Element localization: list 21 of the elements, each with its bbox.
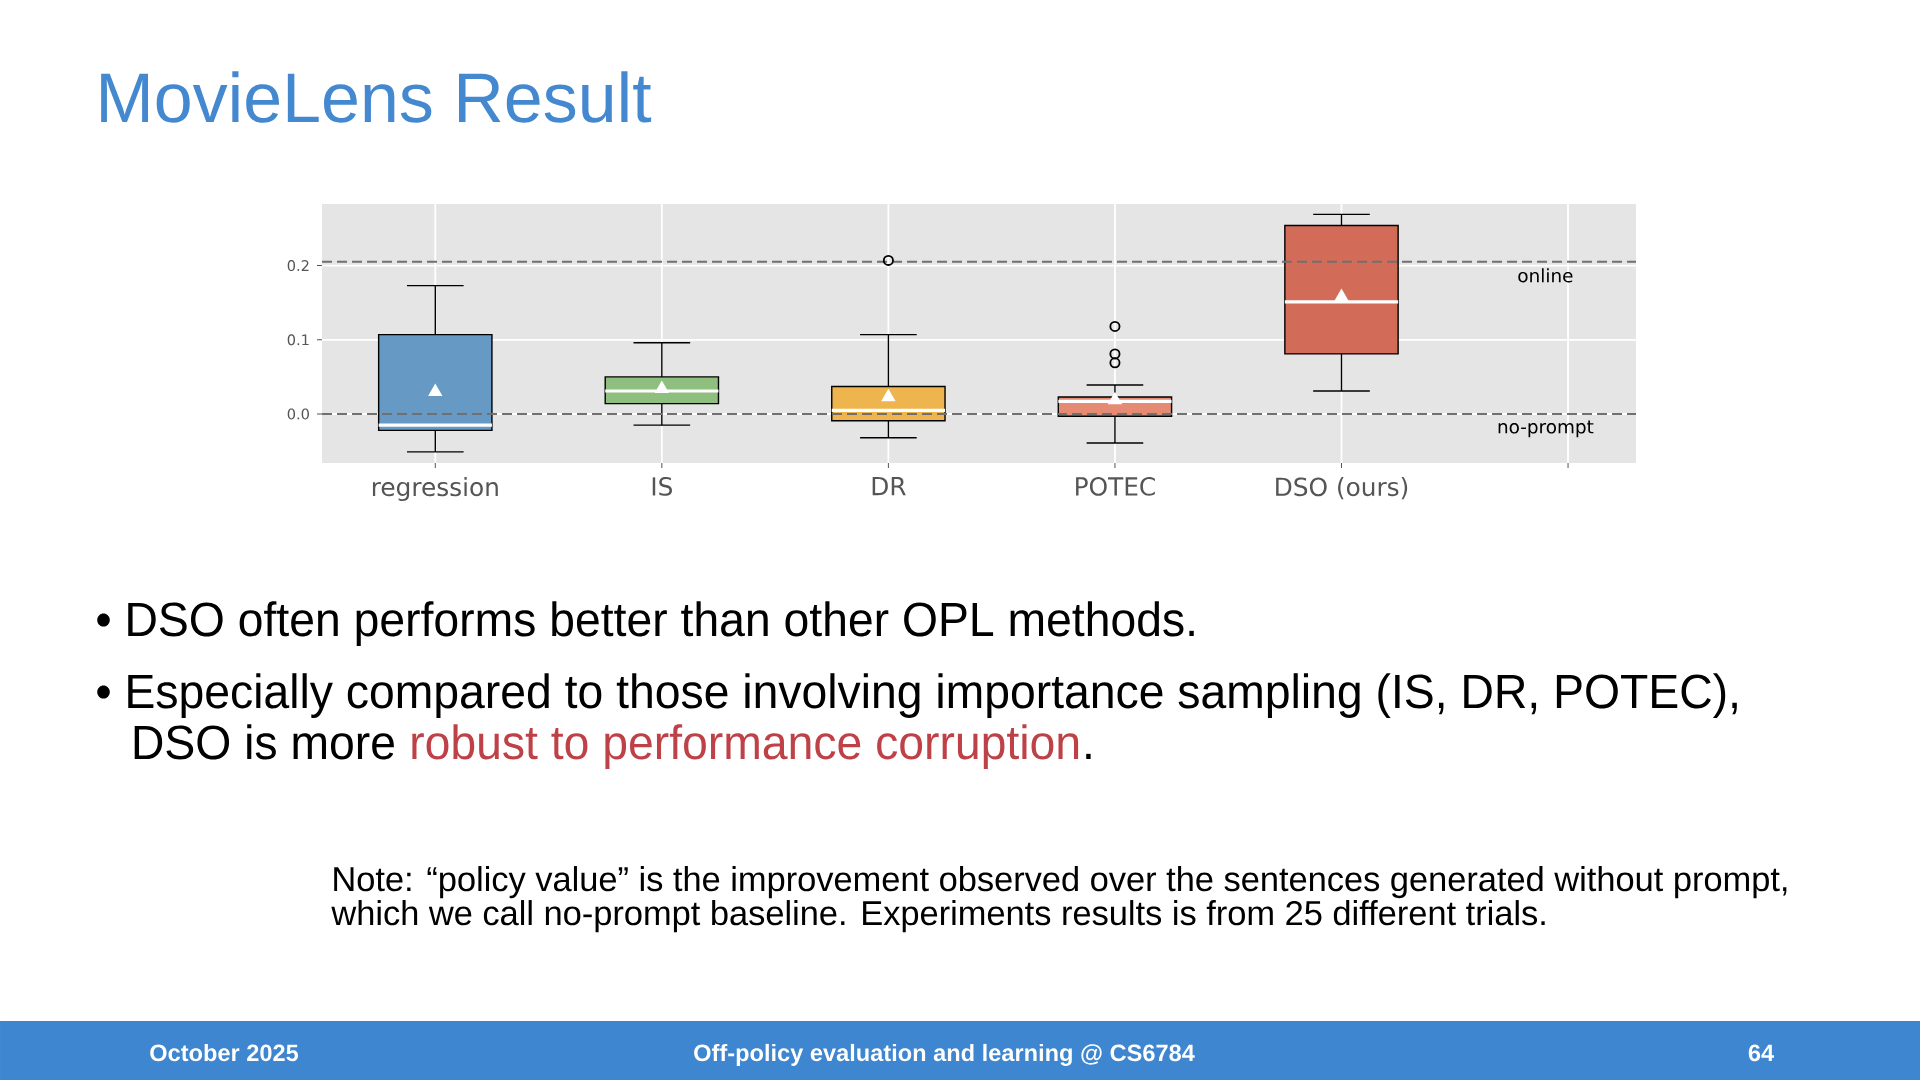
x-tick-label: DR [872, 477, 906, 496]
x-tick-label: IS [652, 477, 672, 496]
text: Off-policy evaluation and learning @ CS6784 [694, 1043, 1195, 1066]
text: • DSO often performs better than other OPL methods. [97, 601, 1194, 646]
text: DSO is more [134, 724, 394, 760]
x-tick-label: DSO (ours) [1276, 477, 1408, 500]
text: 64 [1748, 1044, 1774, 1062]
y-tick-label: 0.2 [287, 260, 309, 272]
text: • Especially compared to those involving importance sampling (IS, DR, POTEC), [97, 673, 1737, 718]
text: October 2025 [150, 1043, 299, 1062]
text: Note: “policy value” is the improvement observed over the sentences generated without prompt, [334, 866, 1787, 899]
text: robust to performance corruption [412, 724, 1079, 769]
x-tick-label: regression [372, 477, 498, 502]
x-tick-label: POTEC [1076, 477, 1155, 496]
ref-line-label: online [1518, 268, 1573, 283]
text: . [1086, 753, 1091, 759]
chart-title: MovieLens Result [101, 71, 652, 123]
y-tick-label: 0.0 [287, 408, 309, 420]
text: which we call no-prompt baseline. Experiments results is from 25 different trials. [331, 900, 1545, 933]
y-tick-label: 0.1 [287, 334, 309, 346]
ref-line-label: no-prompt [1498, 420, 1594, 438]
